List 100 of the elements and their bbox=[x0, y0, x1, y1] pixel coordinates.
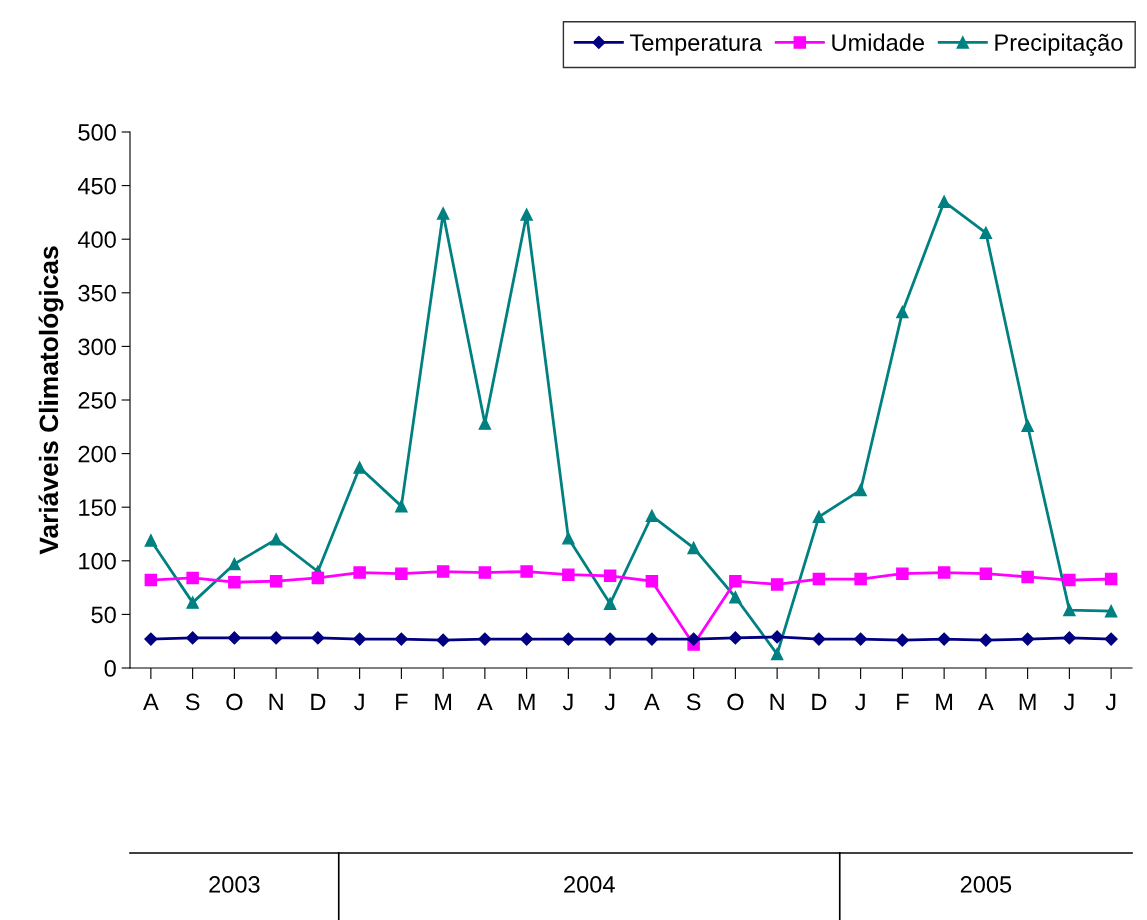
point bbox=[1104, 632, 1118, 646]
point bbox=[979, 633, 993, 647]
point bbox=[645, 509, 659, 523]
x-tick-label: J bbox=[604, 693, 615, 711]
point bbox=[812, 510, 826, 524]
point bbox=[353, 566, 366, 579]
point bbox=[1063, 573, 1076, 587]
legend-label: Temperatura bbox=[630, 34, 763, 56]
text: 2005 bbox=[960, 876, 1012, 893]
x-tick-label: S bbox=[185, 693, 200, 711]
point bbox=[561, 632, 575, 646]
text: 2004 bbox=[564, 876, 615, 893]
x-tick-label: F bbox=[396, 693, 408, 711]
point bbox=[436, 565, 450, 578]
point bbox=[896, 567, 909, 580]
x-tick-label: M bbox=[936, 693, 953, 711]
point bbox=[770, 630, 784, 644]
point bbox=[770, 647, 784, 661]
point bbox=[562, 568, 575, 581]
y-tick-label: 100 bbox=[79, 552, 116, 570]
point bbox=[645, 632, 659, 646]
point bbox=[562, 532, 575, 545]
y-tick-label: 150 bbox=[79, 499, 116, 516]
y-tick-label: 350 bbox=[78, 284, 116, 302]
y-tick-label: 400 bbox=[77, 231, 116, 248]
point bbox=[854, 572, 867, 586]
point bbox=[979, 567, 993, 580]
point bbox=[603, 569, 617, 583]
point bbox=[144, 632, 158, 646]
x-tick-label: D bbox=[812, 693, 827, 711]
point bbox=[895, 633, 909, 647]
x-tick-label: A bbox=[978, 693, 994, 711]
point bbox=[227, 631, 241, 645]
point bbox=[394, 632, 408, 646]
point bbox=[353, 632, 367, 646]
point bbox=[896, 305, 909, 319]
point bbox=[603, 597, 617, 610]
point bbox=[269, 574, 283, 588]
x-tick-label: A bbox=[644, 693, 660, 711]
point bbox=[854, 632, 868, 646]
point bbox=[937, 632, 951, 646]
point bbox=[645, 574, 659, 588]
point bbox=[228, 575, 241, 589]
point bbox=[770, 578, 784, 591]
point bbox=[729, 574, 742, 588]
point bbox=[1021, 419, 1034, 432]
point bbox=[979, 226, 993, 240]
x-tick-label: N bbox=[269, 693, 283, 711]
point bbox=[269, 533, 283, 546]
point bbox=[186, 631, 200, 645]
x-tick-label: F bbox=[897, 693, 909, 711]
point bbox=[812, 572, 826, 586]
point bbox=[603, 632, 617, 646]
x-tick-label: M bbox=[435, 693, 452, 711]
x-tick-label: J bbox=[1105, 693, 1116, 711]
point bbox=[854, 483, 867, 497]
point bbox=[311, 571, 325, 585]
x-tick-label: J bbox=[855, 693, 865, 711]
point bbox=[1021, 570, 1034, 584]
x-tick-label: J bbox=[354, 693, 364, 711]
point bbox=[1062, 631, 1076, 645]
point bbox=[937, 195, 951, 208]
point bbox=[478, 632, 492, 646]
x-tick-label: S bbox=[686, 693, 701, 711]
point bbox=[937, 566, 951, 579]
point bbox=[1021, 632, 1035, 646]
x-tick-label: O bbox=[226, 693, 243, 711]
point bbox=[520, 565, 533, 578]
point bbox=[269, 631, 283, 645]
point bbox=[687, 541, 700, 555]
y-tick-label: 450 bbox=[77, 177, 116, 195]
point bbox=[520, 208, 533, 221]
point bbox=[144, 573, 158, 587]
y-tick-label: 300 bbox=[78, 338, 116, 356]
y-axis-title: Variáveis Climatológicas bbox=[38, 246, 64, 555]
x-tick-label: J bbox=[562, 693, 573, 711]
x-tick-label: A bbox=[477, 693, 493, 711]
point bbox=[812, 632, 826, 646]
point bbox=[1104, 572, 1118, 586]
x-tick-label: M bbox=[518, 693, 535, 711]
point bbox=[687, 632, 701, 646]
point bbox=[436, 633, 450, 647]
legend-label: Umidade bbox=[832, 33, 924, 51]
point bbox=[520, 632, 534, 646]
x-tick-label: J bbox=[1063, 693, 1074, 711]
point bbox=[186, 571, 199, 585]
point bbox=[728, 631, 742, 645]
legend-label: Precipitação bbox=[995, 33, 1123, 56]
x-tick-label: A bbox=[143, 693, 159, 711]
point bbox=[436, 207, 450, 220]
x-tick-label: N bbox=[770, 693, 784, 711]
x-tick-label: M bbox=[1019, 693, 1036, 711]
point bbox=[1104, 604, 1118, 618]
point bbox=[144, 534, 158, 547]
text: 2003 bbox=[209, 876, 260, 893]
point bbox=[1063, 603, 1076, 617]
y-tick-label: 0 bbox=[104, 660, 116, 677]
point bbox=[729, 590, 742, 604]
point bbox=[186, 596, 199, 609]
point bbox=[353, 461, 366, 474]
